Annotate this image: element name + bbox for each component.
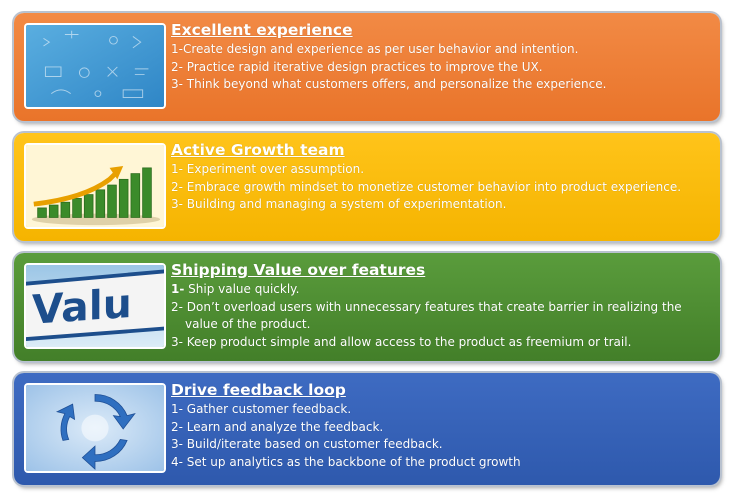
card-shipping-value: Valu Shipping Value over features 1- Shi… bbox=[14, 253, 720, 361]
card-point: 2- Embrace growth mindset to monetize cu… bbox=[171, 179, 682, 194]
card-point: 1- Experiment over assumption. bbox=[171, 162, 365, 176]
value-sign-icon: Valu bbox=[24, 263, 166, 349]
card-point: 3- Keep product simple and allow access … bbox=[171, 334, 632, 349]
card-point: 1- Gather customer feedback. bbox=[171, 402, 352, 416]
feedback-loop-icon bbox=[24, 383, 166, 473]
card-point: 1- Ship value quickly. bbox=[171, 282, 300, 296]
card-point: 1-Create design and experience as per us… bbox=[171, 42, 579, 56]
card-point: 2- Don’t overload users with unnecessary… bbox=[171, 299, 682, 332]
card-excellent-experience: Excellent experience 1-Create design and… bbox=[14, 13, 720, 121]
screen-ui-icon bbox=[24, 23, 166, 109]
card-point: 2- Learn and analyze the feedback. bbox=[171, 419, 384, 434]
sign-text: Valu bbox=[32, 279, 132, 333]
card-point: 3- Think beyond what customers offers, a… bbox=[171, 77, 607, 91]
card-title: Drive feedback loop bbox=[171, 381, 346, 399]
card-point: 3- Building and managing a system of exp… bbox=[171, 197, 507, 211]
card-title: Excellent experience bbox=[171, 21, 353, 39]
card-point: 2- Practice rapid iterative design pract… bbox=[171, 59, 543, 74]
card-active-growth-team: Active Growth team 1- Experiment over as… bbox=[14, 133, 720, 241]
card-title: Shipping Value over features bbox=[171, 261, 426, 279]
card-title: Active Growth team bbox=[171, 141, 345, 159]
card-point: 4- Set up analytics as the backbone of t… bbox=[171, 454, 521, 469]
growth-bars-icon bbox=[24, 143, 166, 229]
card-drive-feedback-loop: Drive feedback loop 1- Gather customer f… bbox=[14, 373, 720, 485]
card-point: 3- Build/iterate based on customer feedb… bbox=[171, 437, 443, 451]
